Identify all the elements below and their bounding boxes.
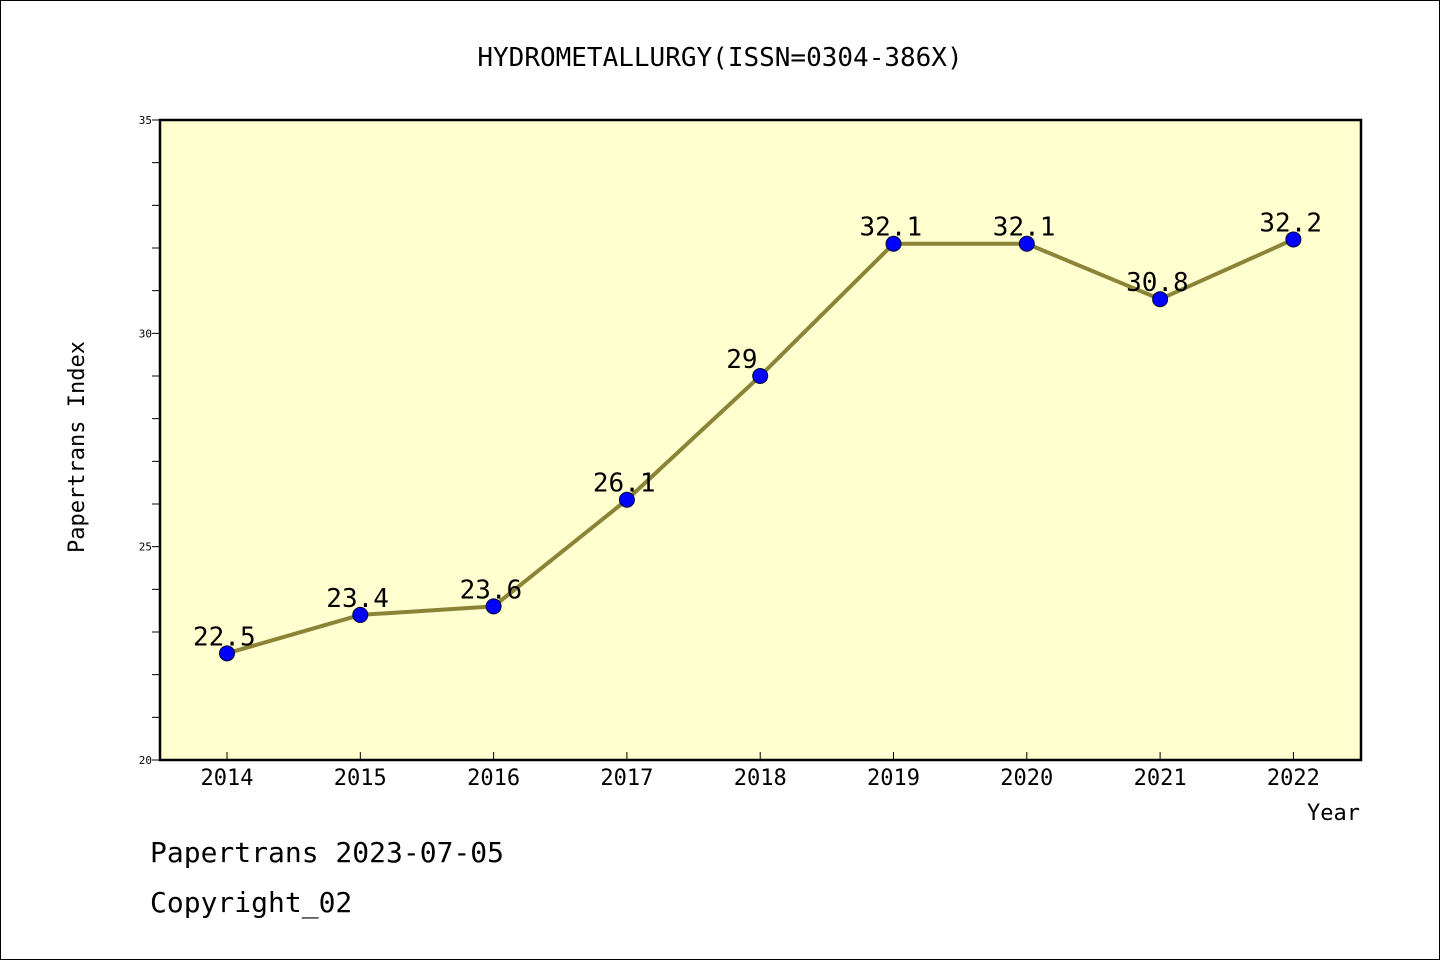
data-label: 32.1 <box>860 213 923 243</box>
y-tick-label: 35 <box>139 114 152 127</box>
x-tick-label: 2015 <box>334 766 387 791</box>
x-tick-label: 2021 <box>1134 766 1187 791</box>
data-label: 30.8 <box>1126 268 1189 298</box>
plot-area <box>158 118 1363 762</box>
x-tick-label: 2019 <box>867 766 920 791</box>
data-point <box>485 598 502 615</box>
footer-copyright: Copyright_02 <box>150 886 353 919</box>
x-tick-label: 2016 <box>467 766 520 791</box>
y-tick-label: 25 <box>139 541 152 554</box>
data-label: 23.4 <box>326 584 389 614</box>
x-tick-label: 2020 <box>1000 766 1053 791</box>
data-point <box>885 235 902 252</box>
y-axis-label: Papertrans Index <box>65 341 90 553</box>
data-label: 22.5 <box>193 622 256 652</box>
data-point <box>752 368 769 384</box>
x-axis-label: Year <box>1307 801 1360 826</box>
y-axis-ticks: 20 25 30 35 <box>139 114 160 767</box>
y-tick-label: 20 <box>139 754 152 767</box>
data-point <box>1018 235 1035 252</box>
x-tick-label: 2022 <box>1267 766 1320 791</box>
x-axis-ticks: 2014 2015 2016 2017 2018 2019 2020 2021 2022 <box>201 752 1320 791</box>
data-point <box>1152 291 1169 308</box>
chart-title: HYDROMETALLURGY(ISSN=0304-386X) <box>477 43 962 73</box>
footer-date: Papertrans 2023-07-05 <box>150 836 505 869</box>
data-label: 23.6 <box>460 575 523 605</box>
data-label: 26.1 <box>593 469 656 499</box>
x-tick-label: 2014 <box>201 766 254 791</box>
x-tick-label: 2017 <box>600 766 653 791</box>
data-point <box>1285 231 1302 248</box>
data-label: 32.1 <box>993 213 1056 243</box>
data-point <box>618 491 635 508</box>
data-label: 29 <box>726 345 757 375</box>
data-point <box>352 606 369 623</box>
y-tick-label: 30 <box>139 327 152 340</box>
data-point <box>219 645 235 662</box>
data-label: 32.2 <box>1259 208 1322 238</box>
x-tick-label: 2018 <box>734 766 787 791</box>
data-labels: 22.5 23.4 23.6 26.1 29 32.1 32.1 30.8 32.2 <box>193 208 1322 652</box>
data-points <box>219 231 1302 662</box>
